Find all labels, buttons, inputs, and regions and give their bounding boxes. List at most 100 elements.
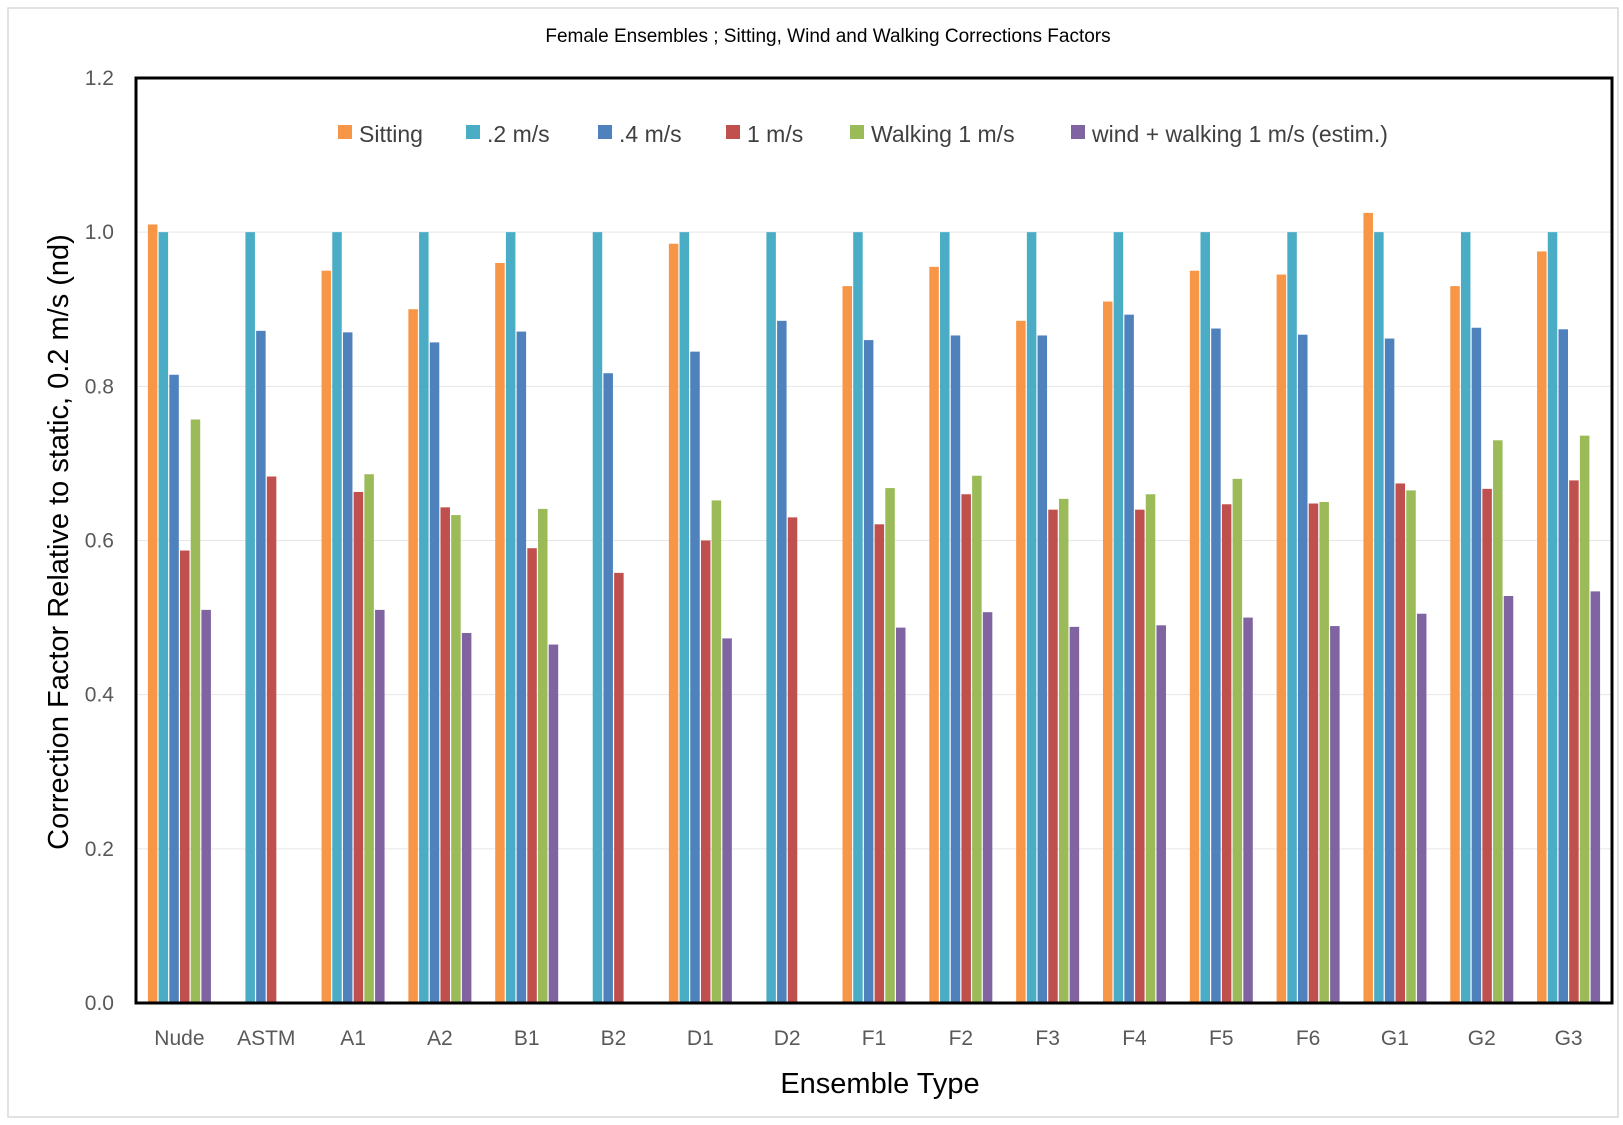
- bar: [863, 340, 874, 1003]
- bar: [1537, 251, 1547, 1003]
- bar: [1569, 480, 1579, 1003]
- bar: [1016, 320, 1026, 1003]
- legend-label: Walking 1 m/s: [871, 121, 1015, 147]
- x-tick-label: F6: [1296, 1027, 1321, 1050]
- bar: [266, 476, 277, 1003]
- bar: [429, 342, 440, 1003]
- bar: [1156, 625, 1166, 1003]
- bar: [1102, 301, 1113, 1004]
- bar: [1450, 286, 1460, 1003]
- bar: [256, 330, 266, 1003]
- bar: [516, 331, 527, 1004]
- bar: [1558, 329, 1568, 1004]
- legend-swatch: [1071, 125, 1085, 139]
- bar: [1276, 274, 1287, 1003]
- bars: [147, 212, 1601, 1004]
- bar: [896, 627, 906, 1003]
- y-tick-label: 0.8: [85, 375, 114, 398]
- bar: [1460, 232, 1471, 1003]
- bar: [1319, 501, 1329, 1003]
- bar: [1493, 440, 1503, 1004]
- bar: [766, 232, 776, 1003]
- bar: [679, 232, 690, 1003]
- bar: [1590, 591, 1601, 1003]
- bar: [375, 609, 385, 1003]
- bar: [1135, 509, 1145, 1003]
- legend-label: .4 m/s: [619, 121, 682, 147]
- bar: [408, 309, 418, 1003]
- bar: [1579, 435, 1590, 1004]
- legend-swatch: [726, 125, 740, 139]
- bar: [1145, 494, 1156, 1003]
- x-tick-label: Nude: [154, 1027, 204, 1050]
- bar: [1406, 490, 1416, 1003]
- bar: [853, 232, 863, 1003]
- bar: [440, 507, 450, 1003]
- bar: [1232, 478, 1243, 1003]
- bar: [1069, 626, 1080, 1003]
- bar: [538, 508, 548, 1003]
- bar: [1026, 232, 1037, 1003]
- bar: [711, 500, 722, 1003]
- chart-title: Female Ensembles ; Sitting, Wind and Wal…: [545, 26, 1110, 47]
- x-tick-label: B1: [514, 1027, 540, 1050]
- bar: [527, 548, 537, 1003]
- bar: [451, 515, 461, 1003]
- bar: [1482, 488, 1492, 1004]
- x-tick-label: F3: [1035, 1027, 1060, 1050]
- x-tick-label: F5: [1209, 1027, 1234, 1050]
- y-axis-ticks: 0.0 0.2 0.4 0.6 0.8 1.0 1.2: [85, 67, 115, 1015]
- x-tick-label: G3: [1555, 1027, 1583, 1050]
- legend: Sitting .2 m/s .4 m/s 1 m/s Walking 1 m/s win…: [338, 121, 1388, 147]
- bar: [592, 232, 603, 1003]
- bar: [364, 474, 374, 1003]
- y-tick-label: 0.4: [85, 684, 115, 707]
- x-tick-label: F1: [862, 1027, 887, 1050]
- bar: [158, 232, 169, 1003]
- bar: [1330, 626, 1340, 1003]
- bar: [419, 232, 429, 1003]
- bar: [1363, 212, 1373, 1004]
- bar: [1221, 504, 1232, 1003]
- bar: [1287, 232, 1297, 1003]
- bar: [548, 644, 559, 1003]
- bar: [1037, 335, 1048, 1003]
- bar: [1374, 232, 1384, 1003]
- plot-area-frame: [134, 76, 1614, 1005]
- bar: [722, 638, 732, 1003]
- bar: [982, 612, 993, 1003]
- x-tick-label: A2: [427, 1027, 453, 1050]
- legend-label: .2 m/s: [487, 121, 550, 147]
- bar: [1048, 509, 1058, 1003]
- bar: [1189, 270, 1200, 1003]
- bar: [885, 488, 895, 1003]
- bar: [1547, 232, 1558, 1003]
- bar: [495, 263, 505, 1003]
- bar: [353, 491, 364, 1003]
- legend-label: 1 m/s: [747, 121, 803, 147]
- y-tick-label: 1.0: [85, 221, 114, 244]
- y-tick-label: 0.0: [85, 992, 114, 1015]
- y-axis-title: Correction Factor Relative to static, 0.…: [43, 234, 75, 850]
- x-tick-label: G1: [1381, 1027, 1409, 1050]
- bar: [1298, 334, 1308, 1003]
- bar: [1211, 328, 1221, 1003]
- x-tick-label: B2: [601, 1027, 627, 1050]
- legend-swatch: [850, 125, 864, 139]
- x-axis-ticks: Nude ASTM A1 A2 B1 B2 D1 D2 F1 F2 F3 F4 F5 F6 G1 G2 G3: [154, 1027, 1582, 1050]
- bar: [180, 550, 190, 1003]
- bar: [1503, 596, 1514, 1003]
- legend-swatch: [338, 125, 352, 139]
- bar: [874, 524, 885, 1003]
- x-axis-title: Ensemble Type: [780, 1068, 979, 1100]
- bar: [1058, 498, 1069, 1003]
- legend-label: Sitting: [359, 121, 423, 147]
- bar: [245, 232, 255, 1003]
- bar: [1416, 613, 1427, 1003]
- bar: [614, 572, 624, 1003]
- x-tick-label: D1: [687, 1027, 714, 1050]
- y-tick-label: 1.2: [85, 67, 114, 90]
- bar: [929, 266, 939, 1004]
